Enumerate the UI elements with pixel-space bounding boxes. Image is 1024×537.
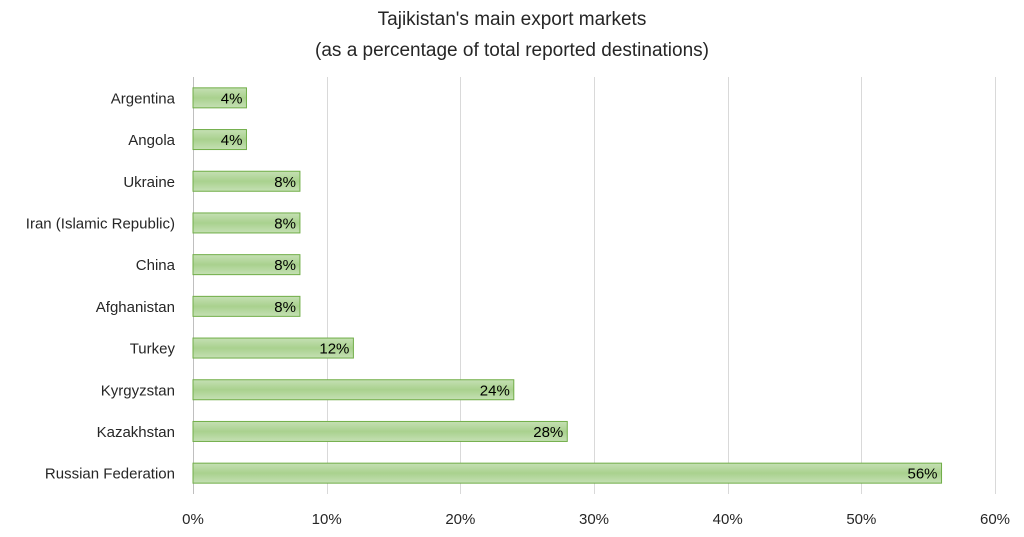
chart-title: Tajikistan's main export markets xyxy=(378,9,647,30)
x-tick-label: 40% xyxy=(713,511,743,528)
data-label: 28% xyxy=(533,424,563,441)
bar xyxy=(192,129,247,151)
x-tick-label: 60% xyxy=(980,511,1010,528)
category-label: Angola xyxy=(128,132,175,149)
data-label: 4% xyxy=(221,90,243,107)
category-label: Iran (Islamic Republic) xyxy=(26,215,175,232)
bar xyxy=(192,420,568,442)
bar xyxy=(192,170,301,192)
category-label: Afghanistan xyxy=(96,299,175,316)
category-label: Argentina xyxy=(111,90,176,107)
category-label: Russian Federation xyxy=(45,466,175,483)
data-label: 12% xyxy=(319,341,349,358)
bar xyxy=(192,87,247,109)
category-label: Kazakhstan xyxy=(97,424,175,441)
bar xyxy=(192,462,943,484)
category-labels: Argentina Angola Ukraine Iran (Islamic Repu… xyxy=(26,90,176,482)
x-tick-label: 0% xyxy=(182,511,204,528)
bar xyxy=(192,254,301,276)
x-tick-label: 30% xyxy=(579,511,609,528)
data-label: 8% xyxy=(274,174,296,191)
category-label: Kyrgyzstan xyxy=(101,382,175,399)
category-label: Turkey xyxy=(130,341,176,358)
data-label: 4% xyxy=(221,132,243,149)
chart-subtitle: (as a percentage of total reported desti… xyxy=(315,40,709,61)
data-label: 8% xyxy=(274,257,296,274)
x-axis-tick-labels: 0% 10% 20% 30% 40% 50% 60% xyxy=(182,511,1010,528)
x-tick-label: 10% xyxy=(312,511,342,528)
x-tick-label: 20% xyxy=(445,511,475,528)
bar xyxy=(192,212,301,234)
bar xyxy=(192,379,515,401)
x-tick-label: 50% xyxy=(846,511,876,528)
data-label: 24% xyxy=(480,382,510,399)
bar xyxy=(192,295,301,317)
data-label: 8% xyxy=(274,299,296,316)
data-label: 56% xyxy=(908,466,938,483)
category-label: China xyxy=(136,257,176,274)
data-label: 8% xyxy=(274,215,296,232)
category-label: Ukraine xyxy=(123,174,175,191)
bars: 4% 4% 8% 8% 8% 8% 12% 24% 28% 56% xyxy=(192,87,943,484)
bar xyxy=(192,337,354,359)
